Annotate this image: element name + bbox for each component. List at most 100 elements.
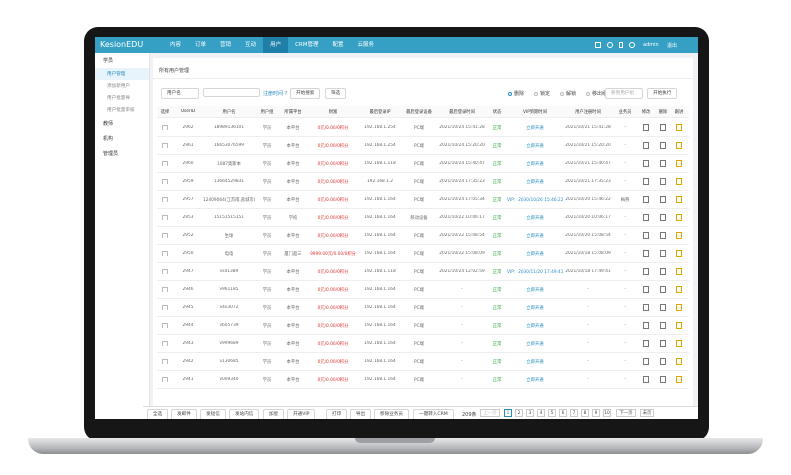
follow-icon[interactable] [671,268,687,275]
edit-icon[interactable] [637,178,655,185]
icon[interactable] [629,42,635,48]
execute-button[interactable]: 开始执行 [647,88,678,99]
edit-icon[interactable] [637,196,655,203]
sidebar-item[interactable]: 用户批量审核 [107,108,135,113]
follow-icon[interactable] [671,358,687,365]
follow-icon[interactable] [671,160,687,167]
footer-button[interactable]: 开通VIP [287,409,316,419]
footer-button[interactable]: 移除业务员 [374,409,409,419]
delete-icon[interactable] [655,178,671,185]
field-select[interactable]: 用户名 [161,88,199,99]
icon[interactable] [595,42,601,48]
menu-item[interactable]: 云服务 [357,42,375,48]
group-select[interactable]: 移到用户组 [605,88,643,99]
page[interactable]: 2 [515,409,523,417]
footer-button[interactable]: 全选 [147,409,169,419]
icon[interactable] [607,42,613,48]
footer-button[interactable]: 发邮件 [171,409,197,419]
sidebar-section[interactable]: 教师 [103,121,114,127]
page[interactable]: 10 [603,409,611,417]
delete-icon[interactable] [655,304,671,311]
delete-icon[interactable] [655,358,671,365]
edit-icon[interactable] [637,250,655,257]
menu-item[interactable]: 订单 [195,42,207,48]
sidebar-item[interactable]: 用户批量导 [107,96,130,101]
page[interactable]: 3 [526,409,534,417]
sidebar-section[interactable]: 学员 [103,58,114,64]
delete-icon[interactable] [655,340,671,347]
footer-button[interactable]: 发站内信 [229,409,260,419]
date-filter[interactable]: 注册时间 ? [263,91,288,97]
prev[interactable]: 上一页 [480,409,500,417]
edit-icon[interactable] [637,124,655,131]
edit-icon[interactable] [637,340,655,347]
delete-icon[interactable] [655,124,671,131]
follow-icon[interactable] [671,178,687,185]
footer-button[interactable]: 发短信 [200,409,226,419]
follow-icon[interactable] [671,286,687,293]
edit-icon[interactable] [637,286,655,293]
page[interactable]: 4 [537,409,545,417]
footer-button[interactable]: 导出 [350,409,372,419]
delete-icon[interactable] [655,214,671,221]
edit-icon[interactable] [637,160,655,167]
page[interactable]: 5 [548,409,556,417]
page[interactable]: 7 [570,409,578,417]
icon[interactable] [619,42,623,48]
menu-item[interactable]: 互动 [245,42,257,48]
menu-item[interactable]: 用户 [263,37,289,53]
delete-icon[interactable] [655,142,671,149]
radio[interactable] [508,91,512,96]
edit-icon[interactable] [637,142,655,149]
follow-icon[interactable] [671,250,687,257]
last[interactable]: 末页 [640,409,654,417]
menu-item[interactable]: 营销 [220,42,232,48]
follow-icon[interactable] [671,196,687,203]
page[interactable]: 1 [504,409,512,417]
edit-icon[interactable] [637,358,655,365]
edit-icon[interactable] [637,322,655,329]
logo[interactable]: KesionEDU [100,40,144,49]
edit-icon[interactable] [637,232,655,239]
user[interactable]: admin [643,42,659,48]
follow-icon[interactable] [671,142,687,149]
follow-icon[interactable] [671,124,687,131]
page[interactable]: 6 [559,409,567,417]
menu-item[interactable]: CRM管理 [295,42,319,48]
footer-button[interactable]: 一键转入CRM [413,409,454,419]
search-input[interactable] [203,88,260,97]
logout[interactable]: 退出 [667,43,678,49]
sidebar-item[interactable]: 添加新用户 [107,84,130,89]
menu-item[interactable]: 配置 [332,42,344,48]
delete-icon[interactable] [655,250,671,257]
delete-icon[interactable] [655,268,671,275]
next[interactable]: 下一页 [616,409,636,417]
delete-icon[interactable] [655,160,671,167]
delete-icon[interactable] [655,196,671,203]
follow-icon[interactable] [671,232,687,239]
follow-icon[interactable] [671,376,687,383]
page[interactable]: 9 [592,409,600,417]
sidebar-section[interactable]: 管理员 [103,151,119,157]
sidebar-section[interactable]: 机构 [103,136,114,142]
delete-icon[interactable] [655,322,671,329]
delete-icon[interactable] [655,232,671,239]
delete-icon[interactable] [655,286,671,293]
page[interactable]: 8 [581,409,589,417]
search-button[interactable]: 开始搜索 [290,88,321,99]
edit-icon[interactable] [637,214,655,221]
edit-icon[interactable] [637,304,655,311]
delete-icon[interactable] [655,376,671,383]
follow-icon[interactable] [671,214,687,221]
sidebar-item[interactable]: 用户管理 [95,68,149,80]
footer-button[interactable]: 打印 [326,409,348,419]
edit-icon[interactable] [637,268,655,275]
radio[interactable] [560,91,565,96]
edit-icon[interactable] [637,376,655,383]
footer-button[interactable]: 加星 [263,409,285,419]
follow-icon[interactable] [671,322,687,329]
radio[interactable] [586,91,591,96]
follow-icon[interactable] [671,304,687,311]
filter-button[interactable]: 筛选 [325,88,347,99]
radio[interactable] [534,91,539,96]
